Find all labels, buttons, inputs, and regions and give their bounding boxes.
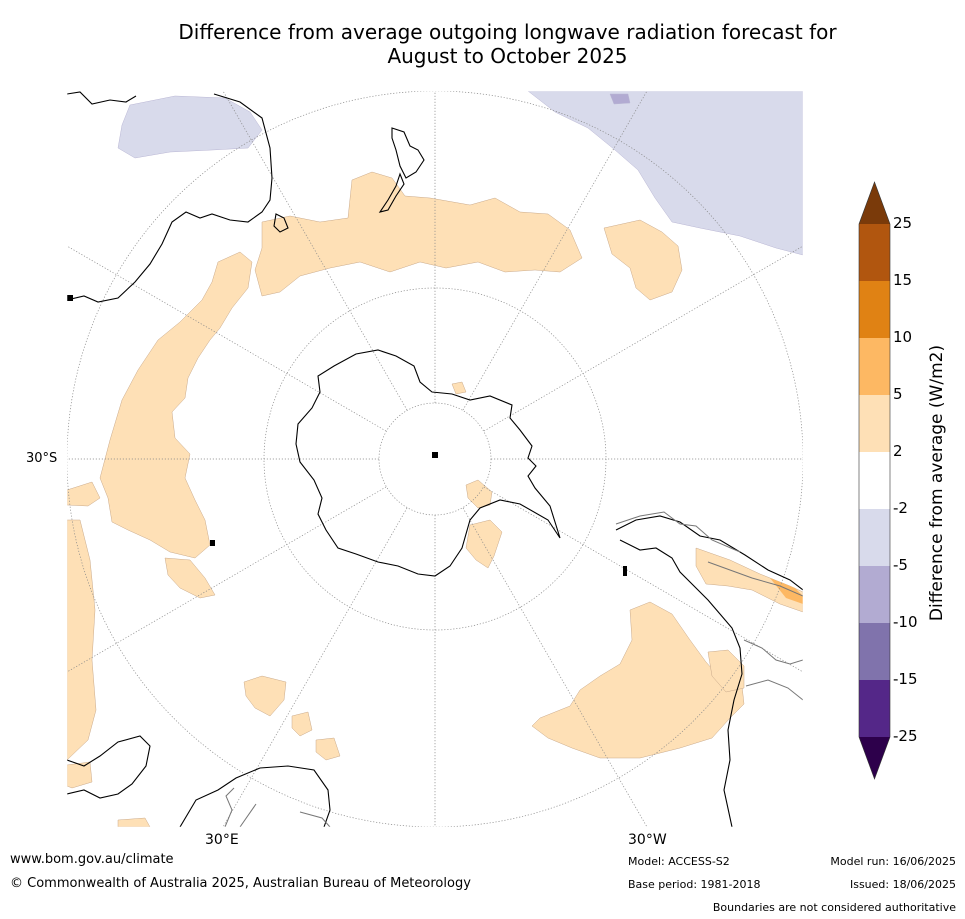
longitude-label-east: 30°E xyxy=(205,832,239,848)
anomaly-region-pos-6 xyxy=(67,519,97,761)
colorbar-extend-top xyxy=(859,182,890,224)
southern-africa-coast xyxy=(67,735,331,827)
colorbar-tick-label: 10 xyxy=(893,328,913,346)
anomaly-region-pos-1 xyxy=(254,171,583,297)
colorbar-segment xyxy=(859,452,890,509)
colorbar-segment xyxy=(859,224,890,281)
colorbar-segment xyxy=(859,566,890,623)
model-text: Model: ACCESS-S2 xyxy=(628,855,730,868)
anomaly-region-pos-3 xyxy=(99,251,253,559)
colorbar-segment xyxy=(859,623,890,680)
map-title: Difference from average outgoing longwav… xyxy=(0,20,965,68)
anomaly-region-pos-9 xyxy=(465,479,493,509)
colorbar-tick-label: 25 xyxy=(893,214,913,232)
colorbar-outline xyxy=(858,181,891,780)
website-link[interactable]: www.bom.gov.au/climate xyxy=(10,852,174,867)
australia-east-coast xyxy=(67,91,273,303)
title-line-2: August to October 2025 xyxy=(387,44,628,68)
issued-text: Issued: 18/06/2025 xyxy=(849,878,956,891)
anomaly-region-neg-3 xyxy=(609,93,631,105)
colorbar-title: Difference from average (W/m2) xyxy=(927,344,947,622)
land-borders xyxy=(224,511,803,827)
anomaly-region-pos-14 xyxy=(695,547,803,613)
island-4 xyxy=(67,295,73,301)
disclaimer-text: Boundaries are not considered authoritat… xyxy=(712,901,956,914)
anomaly-region-pos-13 xyxy=(315,737,341,761)
island-1 xyxy=(210,540,215,546)
base-period-text: Base period: 1981-2018 xyxy=(628,878,761,891)
model-run-text: Model run: 16/06/2025 xyxy=(830,855,956,868)
islands xyxy=(67,295,627,576)
anomaly-region-neg-2 xyxy=(527,91,803,256)
new-zealand-north xyxy=(391,127,425,179)
graticule xyxy=(67,91,803,827)
anomaly-region-pos-10 xyxy=(465,519,503,569)
anomaly-region-pos-12 xyxy=(291,711,313,737)
colorbar-segment xyxy=(859,281,890,338)
colorbar-segment xyxy=(859,509,890,566)
anomaly-region-pos-16 xyxy=(707,649,745,693)
anomaly-region-pos-17 xyxy=(117,817,151,827)
island-2 xyxy=(623,566,627,576)
anomaly-region-pos-7 xyxy=(67,761,93,789)
africa-borders xyxy=(224,787,331,827)
colorbar-tick-label: 15 xyxy=(893,271,913,289)
anomaly-region-pos-11 xyxy=(243,675,287,717)
anomaly-region-pos-8 xyxy=(531,601,745,759)
antarctica-coast xyxy=(295,349,561,577)
tasmania-coast xyxy=(273,213,289,233)
map-field xyxy=(67,91,803,827)
longitude-label-west: 30°W xyxy=(628,832,667,848)
positive-anomaly-regions xyxy=(67,171,803,827)
colorbar-tick-label: -2 xyxy=(893,499,908,517)
title-line-1: Difference from average outgoing longwav… xyxy=(178,20,837,44)
anomaly-region-pos-18 xyxy=(770,578,803,604)
colorbar-tick-label: -10 xyxy=(893,613,918,631)
latitude-label: 30°S xyxy=(26,451,58,466)
map-frame xyxy=(66,90,804,828)
meridian-lines xyxy=(67,91,803,827)
colorbar-tick-label: -5 xyxy=(893,556,908,574)
island-3 xyxy=(432,452,438,458)
colorbar-tick-label: 5 xyxy=(893,385,903,403)
anomaly-region-pos-5 xyxy=(67,481,101,507)
colorbar-tick-label: 2 xyxy=(893,442,903,460)
colorbar-segment xyxy=(859,395,890,452)
anomaly-region-pos-4 xyxy=(164,557,216,599)
new-zealand-south xyxy=(378,172,405,213)
coastlines xyxy=(67,91,803,827)
anomaly-region-neg-1 xyxy=(117,95,263,159)
colorbar-tick-label: -25 xyxy=(893,727,918,745)
anomaly-region-pos-2 xyxy=(603,219,683,301)
copyright-text: © Commonwealth of Australia 2025, Austra… xyxy=(10,876,471,891)
colorbar xyxy=(858,181,891,780)
colorbar-extend-bottom xyxy=(859,737,890,779)
colorbar-segment xyxy=(859,680,890,737)
anomaly-region-pos-15 xyxy=(451,381,467,395)
negative-anomaly-regions xyxy=(117,91,803,256)
colorbar-tick-label: -15 xyxy=(893,670,918,688)
south-america-borders xyxy=(615,511,803,701)
colorbar-segment xyxy=(859,338,890,395)
